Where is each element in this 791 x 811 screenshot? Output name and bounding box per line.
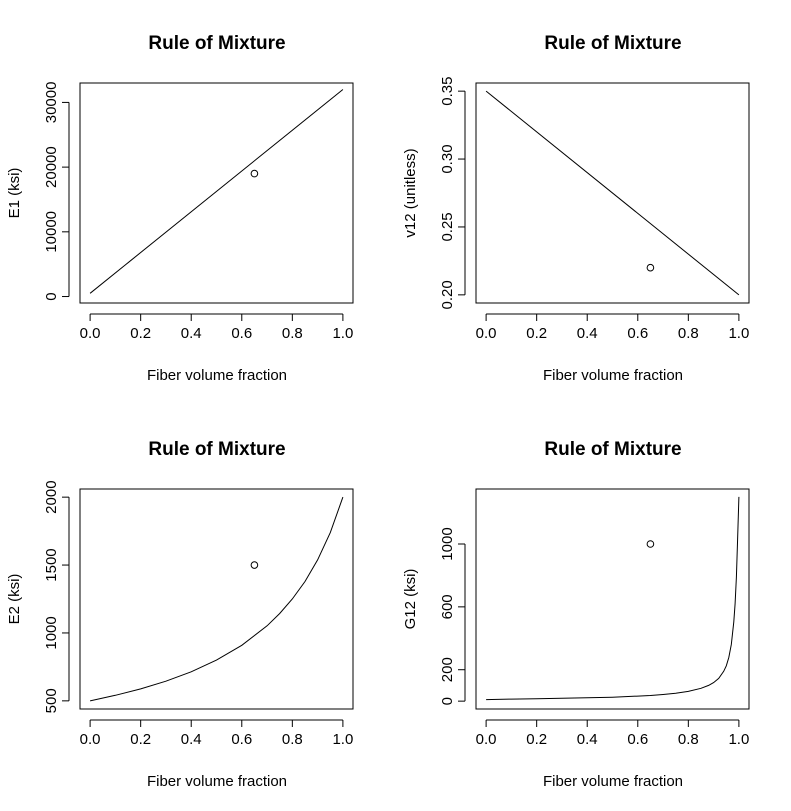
series-line [486, 496, 740, 701]
x-axis-label: Fiber volume fraction [543, 367, 683, 384]
y-axis-label: E1 (ksi) [6, 168, 23, 219]
chart-title: Rule of Mixture [544, 439, 681, 460]
x-tick-label: 0.8 [678, 325, 699, 342]
x-tick-label: 0.0 [80, 325, 101, 342]
y-axis-label: G12 (ksi) [402, 569, 419, 630]
y-tick-label: 0.30 [439, 144, 456, 173]
series-line [89, 89, 344, 294]
data-point [646, 540, 655, 548]
x-axis-label: Fiber volume fraction [147, 773, 287, 790]
x-axis: 0.0 0.2 0.4 0.6 0.8 1.0 [476, 313, 749, 342]
x-axis: 0.0 0.2 0.4 0.6 0.8 1.0 [80, 719, 353, 748]
panel-g12: Rule of Mixture 0.0 0.2 0.4 0.6 0.8 1.0 0 200 6… [402, 439, 750, 790]
series-line [485, 90, 740, 296]
x-tick-label: 0.2 [130, 731, 151, 748]
panel-e1: Rule of Mixture 0.0 0.2 0.4 0.6 0.8 1.0 0 1000… [6, 33, 354, 384]
x-tick-label: 0.6 [231, 325, 252, 342]
data-point [250, 561, 259, 569]
x-tick-label: 0.8 [282, 731, 303, 748]
y-tick-label: 600 [439, 594, 456, 619]
y-tick-label: 0.25 [439, 212, 456, 241]
y-tick-label: 1000 [43, 616, 60, 649]
x-tick-label: 0.2 [526, 325, 547, 342]
x-tick-label: 0.0 [476, 731, 497, 748]
data-marks [89, 496, 344, 702]
y-tick-label: 10000 [43, 211, 60, 253]
x-tick-label: 0.2 [526, 731, 547, 748]
chart-title: Rule of Mixture [148, 439, 285, 460]
y-tick-label: 1000 [439, 527, 456, 560]
y-axis: 0 10000 20000 30000 [43, 82, 70, 301]
y-tick-label: 200 [439, 657, 456, 682]
y-tick-label: 30000 [43, 82, 60, 124]
plot-frame [79, 488, 354, 710]
data-marks [485, 90, 740, 296]
x-axis-label: Fiber volume fraction [543, 773, 683, 790]
x-axis-label: Fiber volume fraction [147, 367, 287, 384]
y-axis: 0.20 0.25 0.30 0.35 [439, 77, 466, 309]
x-tick-label: 0.0 [476, 325, 497, 342]
x-tick-label: 1.0 [728, 325, 749, 342]
y-tick-label: 0.35 [439, 77, 456, 106]
y-tick-label: 1500 [43, 548, 60, 581]
x-tick-label: 0.6 [231, 731, 252, 748]
y-tick-label: 0 [43, 292, 60, 300]
x-axis: 0.0 0.2 0.4 0.6 0.8 1.0 [80, 313, 353, 342]
y-axis-label: E2 (ksi) [6, 574, 23, 625]
panel-v12: Rule of Mixture 0.0 0.2 0.4 0.6 0.8 1.0 0.200… [402, 33, 750, 384]
plot-frame [475, 82, 750, 304]
plot-frame [475, 488, 750, 710]
x-tick-label: 0.2 [130, 325, 151, 342]
y-tick-label: 20000 [43, 146, 60, 188]
y-axis: 0 200 600 1000 [439, 527, 466, 705]
data-marks [486, 496, 740, 701]
x-axis: 0.0 0.2 0.4 0.6 0.8 1.0 [476, 719, 749, 748]
y-tick-label: 2000 [43, 480, 60, 513]
x-tick-label: 1.0 [332, 731, 353, 748]
y-tick-label: 0.20 [439, 280, 456, 309]
chart-title: Rule of Mixture [148, 33, 285, 54]
y-axis-label: v12 (unitless) [402, 148, 419, 237]
x-tick-label: 0.4 [181, 325, 202, 342]
data-point [646, 263, 655, 272]
y-tick-label: 0 [439, 697, 456, 705]
x-tick-label: 0.4 [577, 731, 598, 748]
x-tick-label: 0.8 [282, 325, 303, 342]
y-axis: 500 1000 1500 2000 [43, 480, 70, 713]
x-tick-label: 1.0 [332, 325, 353, 342]
panel-e2: Rule of Mixture 0.0 0.2 0.4 0.6 0.8 1.0 500 10… [6, 439, 354, 790]
x-tick-label: 0.4 [181, 731, 202, 748]
x-tick-label: 0.6 [627, 731, 648, 748]
data-marks [89, 89, 344, 294]
x-tick-label: 0.8 [678, 731, 699, 748]
chart-title: Rule of Mixture [544, 33, 681, 54]
x-tick-label: 0.6 [627, 325, 648, 342]
x-tick-label: 1.0 [728, 731, 749, 748]
x-tick-label: 0.0 [80, 731, 101, 748]
data-point [250, 169, 259, 178]
y-tick-label: 500 [43, 688, 60, 713]
series-line [89, 496, 344, 702]
plot-frame [79, 82, 354, 304]
x-tick-label: 0.4 [577, 325, 598, 342]
